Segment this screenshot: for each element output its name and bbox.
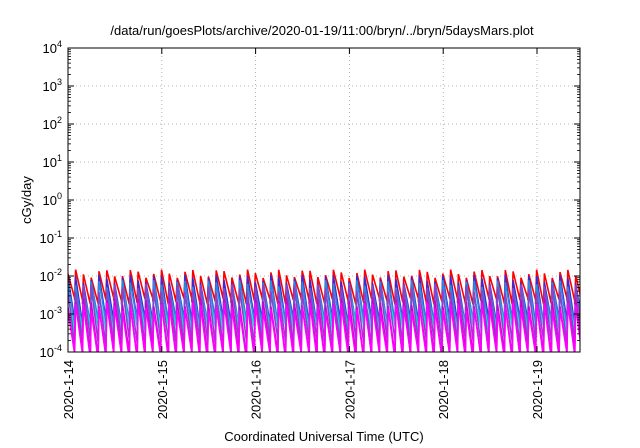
- series-line: [68, 302, 580, 352]
- x-tick-label: 2020-1-17: [342, 360, 357, 419]
- x-tick-label: 2020-1-16: [249, 360, 264, 419]
- x-tick-label: 2020-1-15: [155, 360, 170, 419]
- y-tick-label: 10-4: [40, 343, 62, 360]
- y-tick-label: 100: [43, 191, 62, 208]
- series-group: [68, 269, 580, 352]
- y-axis-label: cGy/day: [19, 176, 34, 224]
- y-tick-label: 10-2: [40, 267, 62, 284]
- y-tick-label: 101: [43, 153, 62, 170]
- y-tick-label: 10-1: [40, 229, 62, 246]
- y-tick-label: 102: [43, 115, 62, 132]
- x-tick-label: 2020-1-18: [436, 360, 451, 419]
- y-tick-label: 104: [43, 39, 62, 56]
- x-axis-label: Coordinated Universal Time (UTC): [224, 429, 423, 444]
- x-tick-label: 2020-1-14: [61, 360, 76, 419]
- y-tick-label: 103: [43, 77, 62, 94]
- y-tick-label: 10-3: [40, 305, 62, 322]
- x-tick-label: 2020-1-19: [530, 360, 545, 419]
- chart-title: /data/run/goesPlots/archive/2020-01-19/1…: [110, 23, 534, 38]
- x-axis: 2020-1-14 2020-1-15 2020-1-16 2020-1-17 2020…: [61, 48, 545, 419]
- y-axis: 10-4 10-3 10-2 10-1 100 101 102 103 104: [40, 39, 580, 360]
